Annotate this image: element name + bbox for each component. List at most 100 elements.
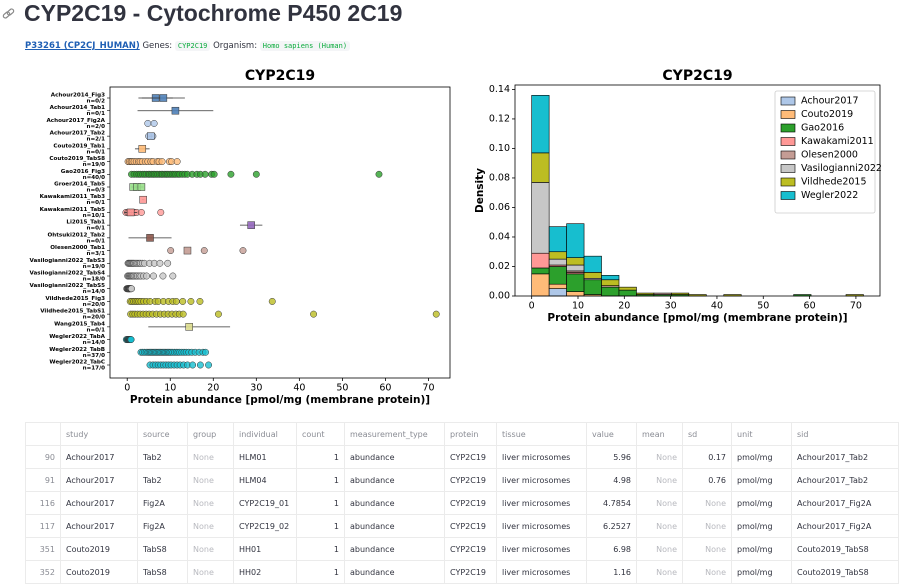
table-cell: TabS8 [137, 560, 188, 584]
table-cell: Fig2A [137, 514, 188, 538]
table-cell: 1.16 [586, 560, 637, 584]
hist-bar [636, 292, 655, 295]
hist-bar [531, 252, 550, 269]
y-axis-label: Density [474, 168, 486, 213]
y-tick-count: n=20/0 [83, 315, 105, 321]
chart-title: CYP2C19 [245, 68, 315, 84]
table-cell: pmol/mg [731, 468, 792, 492]
data-point [375, 170, 383, 178]
table-cell: None [636, 537, 683, 561]
table-cell: CYP2C19 [444, 514, 497, 538]
y-tick-count: n=0/1 [87, 111, 106, 117]
hist-bar [548, 251, 567, 260]
x-tick-label: 20 [207, 383, 219, 394]
table-cell: Achour2017 [60, 514, 138, 538]
hist-bar [583, 272, 602, 279]
legend-label: Couto2019 [801, 109, 853, 120]
column-header: count [296, 422, 345, 446]
hist-bar [601, 286, 620, 297]
legend-label: Olesen2000 [801, 150, 858, 161]
organism-label: Organism: [213, 41, 258, 51]
y-tick-label: Ohtsuki2012_Tab2 [48, 232, 106, 238]
table-cell: pmol/mg [731, 537, 792, 561]
hist-bar [601, 275, 620, 281]
table-cell: pmol/mg [731, 514, 792, 538]
table-cell: Couto2019_TabS8 [791, 537, 899, 561]
x-tick-label: 10 [164, 383, 176, 394]
accession-link[interactable]: P33261 (CP2CJ_HUMAN) [25, 41, 140, 51]
column-header: source [137, 422, 188, 446]
y-tick-count: n=0/1 [87, 200, 106, 206]
data-point [156, 259, 164, 267]
data-point [202, 348, 209, 356]
y-tick-count: n=0/1 [87, 238, 106, 244]
y-tick-label: Li2015_Tab1 [66, 220, 105, 226]
column-header: sid [791, 422, 899, 446]
table-row: 352 Couto2019 TabS8 None HH02 1 abundance CYP2C… [25, 560, 899, 584]
table-cell: liver microsomes [496, 560, 587, 584]
data-point [179, 310, 187, 318]
column-header: value [586, 422, 637, 446]
table-cell: CYP2C19 [444, 491, 497, 515]
mean-marker [159, 94, 168, 102]
plot-frame [109, 86, 451, 379]
hist-bar [566, 273, 585, 292]
table-cell: pmol/mg [731, 445, 792, 469]
table-cell: None [682, 560, 732, 584]
y-tick-label: 0.14 [489, 84, 510, 95]
table-cell: Achour2017_Fig2A [791, 491, 899, 515]
table-cell: HLM01 [233, 445, 297, 469]
y-tick-label: Vasilogianni2022_TabS4 [29, 271, 105, 277]
plot-frame [514, 84, 881, 297]
x-tick-label: 70 [422, 383, 434, 394]
table-cell: CYP2C19 [444, 560, 497, 584]
y-tick-label: Achour2017_Fig2A [46, 118, 105, 124]
row-index: 352 [25, 560, 61, 584]
y-tick-label: Vasilogianni2022_TabS5 [29, 283, 105, 289]
x-tick-label: 30 [665, 301, 677, 312]
anchor-icon[interactable] [2, 8, 16, 20]
x-tick-label: 70 [850, 301, 862, 312]
x-tick-label: 50 [757, 301, 769, 312]
y-tick-label: Couto2019_TabS8 [49, 156, 105, 162]
row-index: 90 [25, 445, 61, 469]
row-index: 91 [25, 468, 61, 492]
table-cell: liver microsomes [496, 514, 587, 538]
data-point [150, 119, 158, 127]
table-cell: None [187, 537, 234, 561]
mean-marker [126, 208, 135, 217]
table-cell: pmol/mg [731, 491, 792, 515]
data-point [268, 297, 276, 305]
x-tick-label: 40 [293, 383, 305, 394]
y-tick-count: n=0/1 [87, 226, 106, 232]
y-tick-count: n=0/1 [87, 327, 106, 333]
table-cell: Achour2017_Fig2A [791, 514, 899, 538]
table-cell: None [682, 491, 732, 515]
table-cell: Achour2017_Tab2 [791, 445, 899, 469]
hist-bar [531, 273, 550, 297]
y-tick-count: n=20/0 [83, 302, 105, 308]
table-row: 90 Achour2017 Tab2 None HLM01 1 abundance CYP2C… [25, 445, 899, 469]
data-point [150, 272, 157, 280]
y-tick-label: Vildhede2015_Fig3 [45, 296, 105, 302]
table-cell: 1 [296, 445, 345, 469]
table-cell: Couto2019_TabS8 [791, 560, 899, 584]
column-header: individual [233, 422, 297, 446]
column-header: group [187, 422, 234, 446]
y-tick-count: n=37/0 [83, 353, 105, 359]
legend-swatch [780, 150, 796, 160]
data-point [227, 170, 235, 178]
y-tick-count: n=0/1 [87, 149, 106, 155]
data-point [200, 247, 208, 255]
legend-swatch [780, 164, 796, 173]
table-cell: None [187, 560, 234, 584]
data-point [215, 310, 222, 318]
table-cell: liver microsomes [496, 468, 587, 492]
y-tick-label: Kawakami2011_Tab3 [40, 194, 106, 200]
y-tick-count: n=19/0 [83, 264, 105, 270]
y-tick-label: Achour2017_Tab2 [50, 131, 105, 137]
hist-bar [618, 289, 637, 297]
hist-bar [566, 291, 585, 297]
data-point [127, 336, 135, 344]
